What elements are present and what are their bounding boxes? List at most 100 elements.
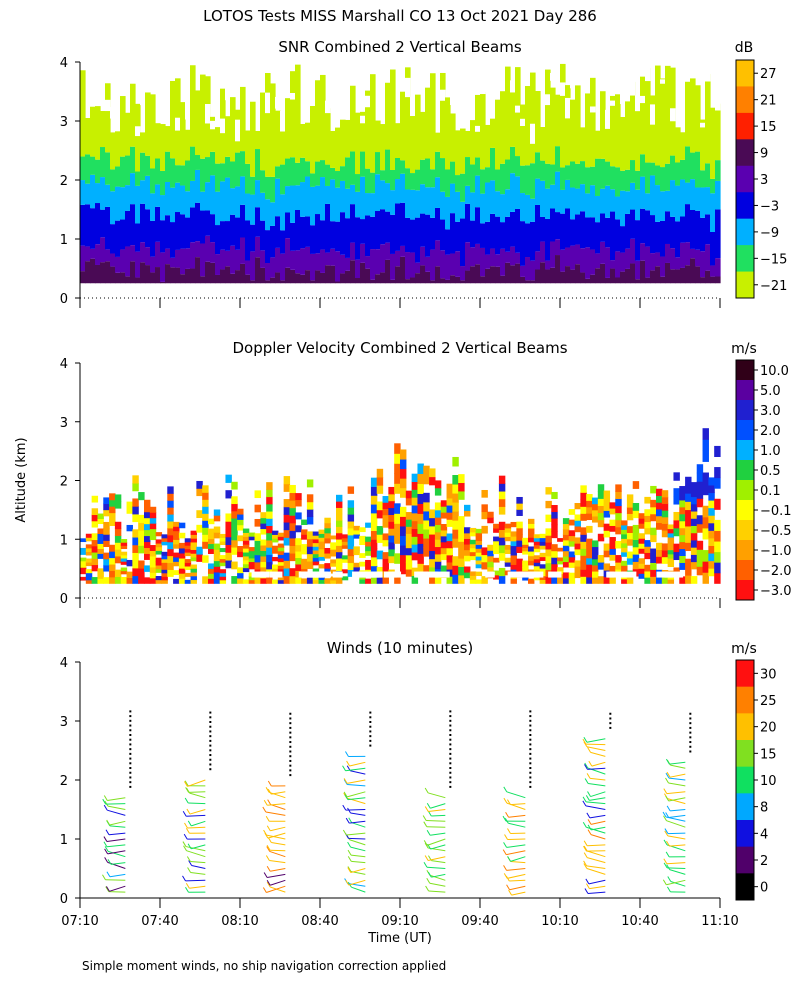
snr-cell [435,207,441,241]
doppler-cell [533,534,541,539]
snr-cell [120,272,126,284]
wind-missing-dot [129,757,132,760]
wind-missing-dot [209,725,212,728]
doppler-cell [202,485,209,493]
snr-cell [490,248,496,267]
snr-cell [485,167,491,183]
wind-missing-dot [129,719,132,722]
snr-cell [425,158,431,188]
doppler-cell [109,493,116,501]
wind-barb-feather [185,882,190,889]
snr-cell [290,185,296,223]
doppler-cell [632,524,640,533]
doppler-cell [644,577,651,584]
doppler-cell [132,506,139,515]
snr-gap [440,89,446,101]
wind-barb [270,804,286,810]
doppler-cell [324,578,331,584]
doppler-cell [289,507,296,516]
snr-cell [640,76,646,155]
doppler-cell [586,551,593,559]
doppler-cell [446,490,453,499]
snr-cell [345,119,351,158]
snr-cell [260,192,266,221]
doppler-cell [202,506,209,514]
snr-cell [510,146,516,174]
snr-cell [210,242,216,263]
doppler-cell [568,535,576,542]
snr-gap [275,96,281,109]
snr-cell [680,242,686,268]
doppler-cell [283,522,291,531]
doppler-cell [411,512,419,522]
wind-barb [189,809,206,815]
doppler-cell [626,551,634,559]
snr-cell [670,216,676,249]
doppler-cell [405,554,413,563]
doppler-cell [213,560,221,567]
doppler-cell [376,534,384,543]
doppler-cell [673,527,680,537]
snr-gap [325,100,331,114]
wind-barb-feather [185,787,190,793]
doppler-cell [510,559,517,565]
snr-cell [665,65,671,164]
snr-cell [385,211,391,243]
y-tick-label: 3 [60,715,68,730]
doppler-gap [269,571,283,578]
wind-barb-feather [664,830,669,837]
doppler-cell [231,532,238,541]
snr-cell [620,116,626,171]
doppler-cell [568,519,576,526]
wind-barb-feather [265,787,270,793]
doppler-cell [469,527,477,533]
snr-cell [365,193,371,216]
wind-missing-dot [369,711,372,714]
doppler-cell [184,562,192,567]
doppler-cell [97,538,104,544]
snr-cell [560,213,566,250]
snr-cell [430,73,436,170]
doppler-cell [254,561,261,570]
wind-barb [668,797,686,802]
doppler-cell [394,513,401,524]
doppler-cell [650,562,657,570]
wind-barb [666,879,686,886]
snr-cell [300,157,306,183]
snr-cell [645,277,651,284]
snr-cell [150,94,156,169]
doppler-cell [615,526,622,535]
doppler-cell [144,517,151,525]
snr-cell [395,250,401,267]
doppler-cell [446,576,453,584]
snr-cell [85,261,91,284]
snr-cell [570,99,576,162]
doppler-cell [696,549,704,559]
doppler-cell [458,524,465,534]
doppler-cell [138,530,145,539]
doppler-gap [529,571,539,578]
snr-cell [255,149,261,181]
snr-cell [85,183,91,205]
colorbar-label: −3.0 [760,584,792,599]
doppler-cell [242,532,250,537]
snr-cell [680,179,686,217]
wind-barb [268,791,286,799]
doppler-cell [580,555,587,563]
snr-cell [560,271,566,284]
wind-missing-dot [129,743,132,746]
doppler-cell [475,571,483,577]
doppler-cell [644,546,651,553]
doppler-cell [510,540,517,547]
snr-cell [315,161,321,186]
wind-barb [269,850,286,858]
doppler-cell [219,562,227,567]
doppler-cell [336,545,343,553]
wind-barb-feather [502,849,507,855]
doppler-cell [434,575,442,584]
doppler-cell [242,563,250,569]
wind-barb-feather [586,812,591,819]
doppler-cell [528,518,535,524]
snr-cell [100,147,106,178]
doppler-cell [551,518,558,526]
